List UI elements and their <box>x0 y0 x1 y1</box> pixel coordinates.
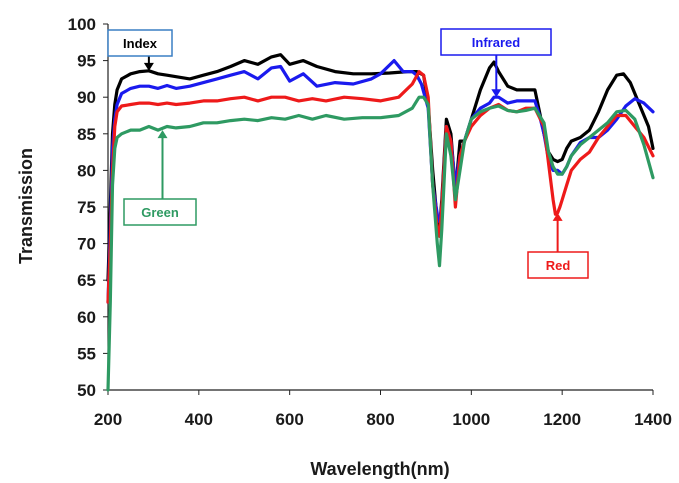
annotation-label-red: Red <box>546 258 571 273</box>
annotation-box-infrared <box>440 28 552 56</box>
annotation-label-index: Index <box>123 36 158 51</box>
annotation-arrowhead-index <box>143 62 154 71</box>
x-tick-label: 1000 <box>452 410 490 429</box>
y-axis-title: Transmission <box>16 148 36 264</box>
annotation-arrowhead-green <box>157 130 168 139</box>
annotation-label-green: Green <box>141 205 179 220</box>
annotations: Index Infrared Green Red <box>107 28 589 279</box>
annotation-box-index <box>107 29 173 57</box>
x-tick-label: 400 <box>185 410 213 429</box>
y-tick-label: 65 <box>77 271 96 290</box>
series-line-index <box>106 53 655 282</box>
annotation-box-green <box>123 198 197 226</box>
y-tick-label: 70 <box>77 235 96 254</box>
x-tick-label: 600 <box>275 410 303 429</box>
series-lines <box>106 53 655 392</box>
annotation-box-red <box>527 251 589 279</box>
x-tick-label: 1200 <box>543 410 581 429</box>
y-tick-label: 75 <box>77 198 96 217</box>
y-tick-label: 80 <box>77 161 96 180</box>
y-tick-label: 90 <box>77 88 96 107</box>
x-tick-label: 800 <box>366 410 394 429</box>
series-line-green <box>106 95 655 392</box>
y-tick-label: 55 <box>77 344 96 363</box>
y-axis-ticks: 50 55 60 65 70 75 80 85 90 95 100 <box>68 15 108 400</box>
series-line-red <box>106 70 655 304</box>
annotation-arrowhead-infrared <box>491 89 502 98</box>
annotation-arrowhead-red <box>552 212 563 221</box>
y-tick-label: 85 <box>77 125 96 144</box>
y-tick-label: 60 <box>77 308 96 327</box>
y-tick-label: 95 <box>77 52 96 71</box>
x-tick-label: 200 <box>94 410 122 429</box>
annotation-label-infrared: Infrared <box>472 35 520 50</box>
x-axis-title: Wavelength(nm) <box>310 459 449 479</box>
x-tick-label: 1400 <box>634 410 672 429</box>
y-tick-label: 100 <box>68 15 96 34</box>
x-axis-ticks: 200 400 600 800 1000 1200 1400 <box>94 390 672 429</box>
y-tick-label: 50 <box>77 381 96 400</box>
